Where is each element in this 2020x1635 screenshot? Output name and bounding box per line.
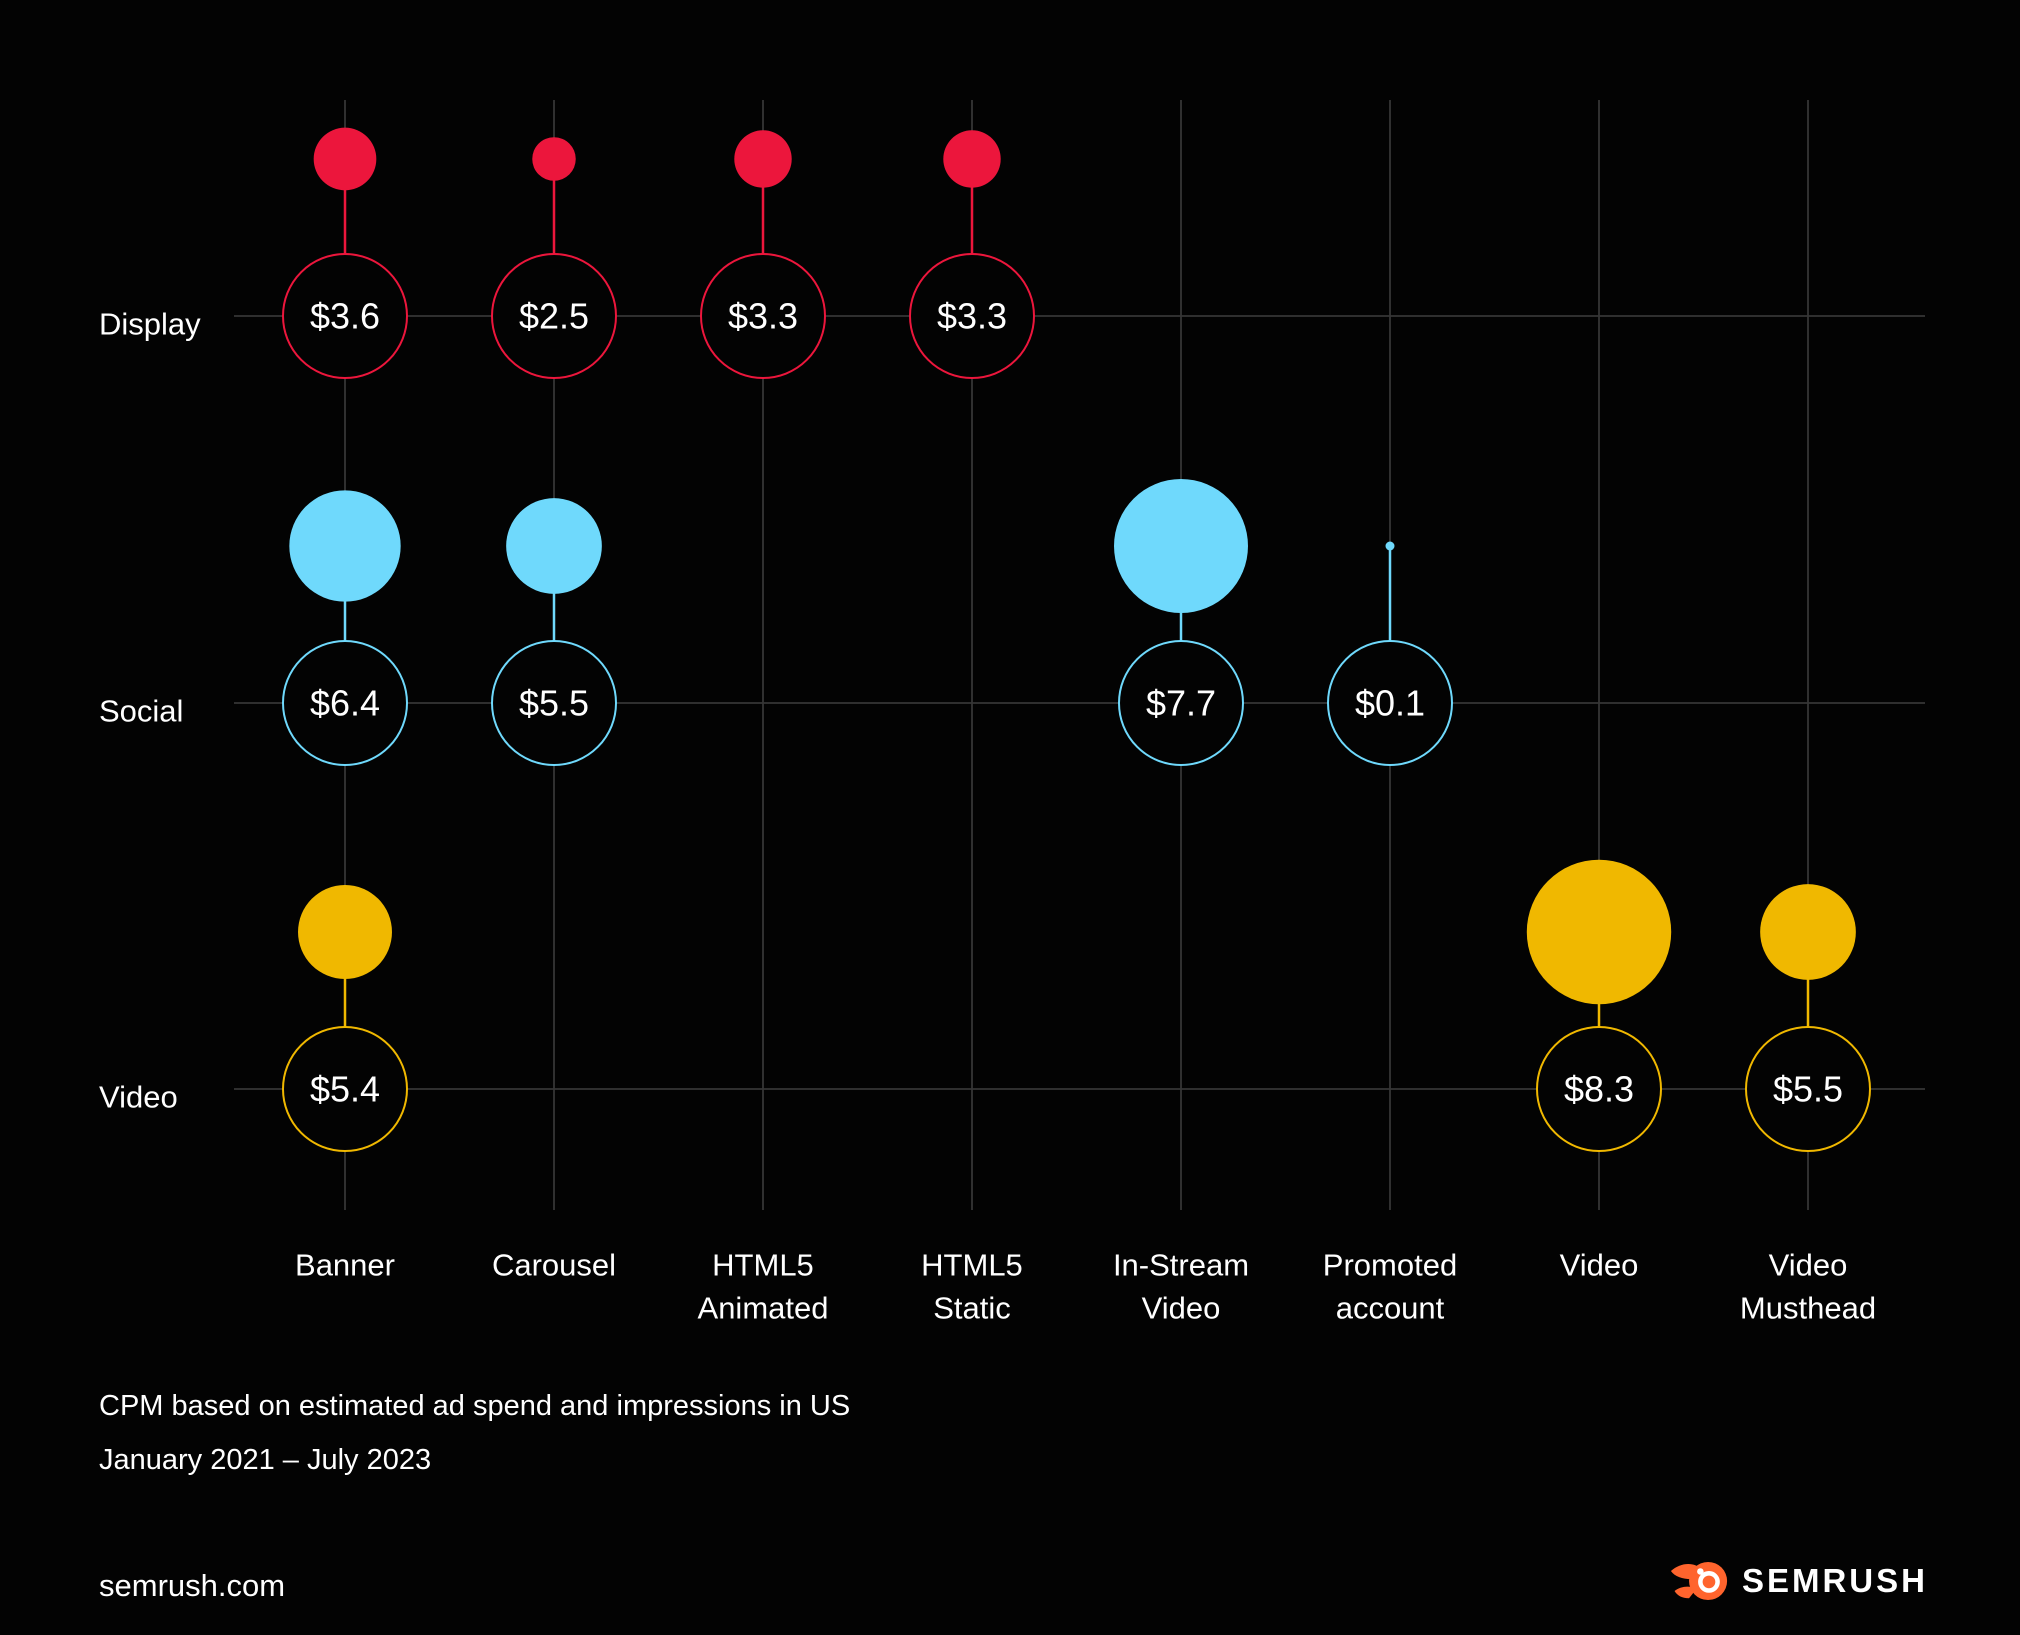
column-label: HTML5 bbox=[712, 1248, 814, 1283]
value-label: $6.4 bbox=[310, 683, 380, 724]
value-label: $7.7 bbox=[1146, 683, 1216, 724]
column-label: HTML5 bbox=[921, 1248, 1023, 1283]
value-circle bbox=[491, 640, 617, 766]
value-bubble bbox=[298, 885, 392, 979]
column-label: Banner bbox=[295, 1248, 395, 1283]
row-label: Social bbox=[99, 694, 183, 729]
column-label: Animated bbox=[698, 1291, 829, 1326]
value-bubble bbox=[313, 127, 377, 191]
value-label: $3.3 bbox=[728, 296, 798, 337]
value-circle bbox=[1327, 640, 1453, 766]
value-circle bbox=[282, 640, 408, 766]
footnote-line-2: January 2021 – July 2023 bbox=[99, 1444, 432, 1476]
column-label: Video bbox=[1769, 1248, 1848, 1283]
value-bubble bbox=[289, 490, 401, 602]
column-label: Static bbox=[933, 1291, 1011, 1326]
value-circle bbox=[282, 253, 408, 379]
source-url: semrush.com bbox=[99, 1568, 286, 1603]
value-circle bbox=[1536, 1026, 1662, 1152]
chart-footnote: CPM based on estimated ad spend and impr… bbox=[99, 1379, 850, 1487]
value-label: $8.3 bbox=[1564, 1069, 1634, 1110]
value-bubble bbox=[1760, 884, 1856, 980]
column-label: Musthead bbox=[1740, 1291, 1876, 1326]
semrush-logo-text: SEMRUSH bbox=[1741, 1562, 1928, 1599]
footnote-line-1: CPM based on estimated ad spend and impr… bbox=[99, 1390, 851, 1422]
column-label: In-Stream bbox=[1113, 1248, 1249, 1283]
value-circle bbox=[1745, 1026, 1871, 1152]
value-label: $2.5 bbox=[519, 296, 589, 337]
value-bubble bbox=[506, 498, 602, 594]
semrush-logo: SEMRUSH bbox=[1670, 1556, 1928, 1606]
value-bubble bbox=[1385, 541, 1395, 551]
value-label: $5.5 bbox=[1773, 1069, 1843, 1110]
value-circle bbox=[1118, 640, 1244, 766]
value-bubble bbox=[943, 130, 1001, 188]
value-label: $0.1 bbox=[1355, 683, 1425, 724]
column-label: Carousel bbox=[492, 1248, 616, 1283]
column-label: account bbox=[1336, 1291, 1445, 1326]
value-bubble bbox=[734, 130, 792, 188]
value-bubble bbox=[1114, 479, 1248, 613]
row-label: Display bbox=[99, 307, 201, 342]
value-circle bbox=[282, 1026, 408, 1152]
value-circle bbox=[700, 253, 826, 379]
value-label: $5.4 bbox=[310, 1069, 380, 1110]
row-label: Video bbox=[99, 1080, 178, 1115]
value-circle bbox=[909, 253, 1035, 379]
column-label: Video bbox=[1142, 1291, 1221, 1326]
value-circle bbox=[491, 253, 617, 379]
value-bubble bbox=[532, 137, 576, 181]
column-label: Video bbox=[1560, 1248, 1639, 1283]
value-label: $3.6 bbox=[310, 296, 380, 337]
value-label: $5.5 bbox=[519, 683, 589, 724]
column-label: Promoted bbox=[1323, 1248, 1457, 1283]
semrush-logo-icon bbox=[1670, 1561, 1728, 1601]
value-bubble bbox=[1526, 859, 1672, 1005]
value-label: $3.3 bbox=[937, 296, 1007, 337]
